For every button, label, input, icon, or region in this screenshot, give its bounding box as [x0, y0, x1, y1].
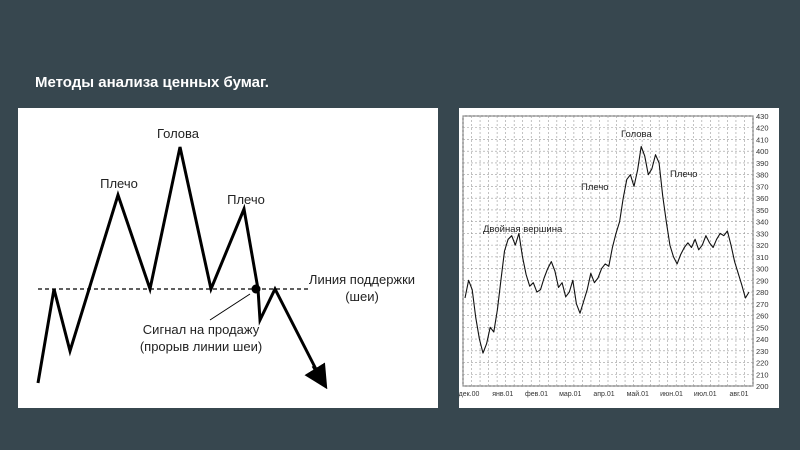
- y-tick-label: 380: [756, 171, 769, 180]
- neckline-label-line1: Линия поддержки: [309, 272, 415, 287]
- y-tick-label: 340: [756, 218, 769, 227]
- y-tick-label: 350: [756, 206, 769, 215]
- y-tick-label: 290: [756, 276, 769, 285]
- x-tick-label: апр.01: [593, 391, 614, 398]
- y-tick-label: 330: [756, 229, 769, 238]
- y-tick-label: 240: [756, 335, 769, 344]
- signal-pointer: [209, 293, 251, 321]
- y-tick-label: 200: [756, 382, 769, 391]
- y-tick-label: 320: [756, 241, 769, 250]
- x-tick-label: мар.01: [559, 391, 581, 398]
- y-tick-label: 420: [756, 124, 769, 133]
- price-chart: 200 210 220 230 240 250 260 270 280 290 300 310 320 3…: [459, 112, 769, 398]
- annotation-double-top: Двойная вершина: [483, 224, 563, 235]
- x-tick-label: дек.00: [459, 391, 479, 398]
- annotation-shoulder-right: Плечо: [670, 169, 698, 180]
- y-tick-label: 360: [756, 194, 769, 203]
- annotation-shoulder-left: Плечо: [581, 182, 609, 193]
- chart-annotations: Двойная вершина Плечо Голова Плечо: [483, 129, 698, 235]
- y-tick-label: 260: [756, 312, 769, 321]
- chart-series: [464, 145, 750, 354]
- x-tick-label: июн.01: [660, 391, 683, 398]
- y-tick-label: 220: [756, 359, 769, 368]
- x-axis-ticks: дек.00 янв.01 фев.01 мар.01 апр.01 май.01 июн.…: [459, 390, 749, 398]
- x-tick-label: фев.01: [525, 391, 548, 398]
- x-tick-label: май.01: [627, 390, 649, 398]
- slide-title: Методы анализа ценных бумаг.: [35, 74, 269, 91]
- y-tick-label: 300: [756, 265, 769, 274]
- signal-label-line2: (прорыв линии шеи): [140, 339, 262, 354]
- y-tick-label: 310: [756, 253, 769, 262]
- left-shoulder-label: Плечо: [100, 176, 138, 191]
- y-tick-label: 410: [756, 135, 769, 144]
- y-tick-label: 210: [756, 370, 769, 379]
- y-tick-label: 230: [756, 347, 769, 356]
- pattern-diagram-panel: Голова Плечо Плечо Линия поддержки (шеи)…: [18, 108, 438, 408]
- price-chart-panel: 200 210 220 230 240 250 260 270 280 290 300 310 320 3…: [459, 108, 779, 408]
- annotation-head: Голова: [621, 129, 652, 140]
- y-tick-label: 270: [756, 300, 769, 309]
- x-tick-label: янв.01: [492, 391, 513, 398]
- y-tick-label: 430: [756, 112, 769, 121]
- breakout-point: [251, 284, 261, 294]
- y-tick-label: 280: [756, 288, 769, 297]
- y-axis-ticks: 200 210 220 230 240 250 260 270 280 290 300 310 320 3…: [756, 112, 769, 391]
- head-label: Голова: [157, 126, 200, 141]
- y-tick-label: 370: [756, 182, 769, 191]
- y-tick-label: 400: [756, 147, 769, 156]
- right-shoulder-label: Плечо: [227, 192, 265, 207]
- y-tick-label: 390: [756, 159, 769, 168]
- neckline-label-line2: (шеи): [345, 289, 379, 304]
- chart-grid: [462, 115, 754, 387]
- signal-label-line1: Сигнал на продажу: [143, 322, 260, 337]
- x-tick-label: авг.01: [729, 391, 748, 398]
- y-tick-label: 250: [756, 323, 769, 332]
- breakdown-arrow: [304, 362, 328, 390]
- x-tick-label: июл.01: [694, 391, 717, 398]
- pattern-price-line: [36, 146, 323, 384]
- price-series-line: [464, 145, 750, 354]
- head-shoulders-diagram: Голова Плечо Плечо Линия поддержки (шеи)…: [36, 126, 415, 390]
